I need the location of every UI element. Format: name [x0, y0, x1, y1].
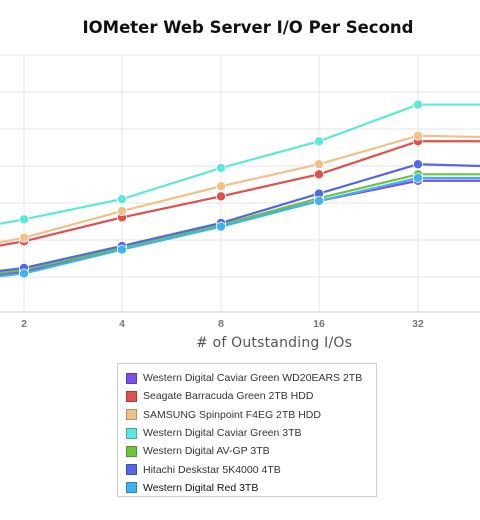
legend-swatch	[126, 482, 137, 494]
data-point[interactable]	[18, 268, 29, 279]
data-point[interactable]	[117, 244, 128, 255]
legend-label: Western Digital Caviar Green 3TB	[143, 427, 302, 440]
legend-swatch	[126, 409, 137, 421]
data-point[interactable]	[215, 181, 226, 192]
legend-label: Seagate Barracuda Green 2TB HDD	[143, 390, 314, 403]
x-tick-labels: 2 4 8 16 32	[21, 318, 424, 330]
legend-item[interactable]: Hitachi Deskstar 5K4000 4TB	[118, 460, 376, 478]
x-tick-label: 16	[313, 318, 325, 330]
series-7	[0, 172, 480, 279]
data-point[interactable]	[117, 206, 128, 217]
legend-label: Western Digital Caviar Green WD20EARS 2T…	[143, 372, 363, 385]
series-3	[0, 130, 480, 244]
legend-label: Western Digital Red 3TB	[143, 481, 259, 494]
data-point[interactable]	[412, 172, 423, 183]
legend-swatch	[126, 427, 137, 439]
legend-label: Western Digital AV-GP 3TB	[143, 445, 270, 458]
x-tick-label: 2	[21, 318, 27, 330]
series-layer	[0, 99, 480, 279]
data-point[interactable]	[215, 191, 226, 202]
legend-label: SAMSUNG Spinpoint F4EG 2TB HDD	[143, 408, 321, 421]
series-5	[0, 169, 480, 275]
legend-item[interactable]: SAMSUNG Spinpoint F4EG 2TB HDD	[118, 406, 376, 424]
legend-swatch	[126, 390, 137, 402]
data-point[interactable]	[215, 162, 226, 173]
x-tick-label: 32	[412, 318, 424, 330]
data-point[interactable]	[313, 159, 324, 170]
legend-swatch	[126, 445, 137, 457]
data-point[interactable]	[412, 159, 423, 170]
series-line	[0, 173, 480, 275]
data-point[interactable]	[18, 214, 29, 225]
x-tick-label: 4	[119, 318, 125, 330]
chart-title: IOMeter Web Server I/O Per Second	[82, 18, 414, 37]
legend: Western Digital Caviar Green WD20EARS 2T…	[117, 363, 377, 497]
data-point[interactable]	[313, 169, 324, 180]
series-line	[0, 176, 480, 278]
series-line	[0, 134, 480, 244]
legend-swatch	[126, 464, 137, 476]
data-point[interactable]	[18, 232, 29, 243]
data-point[interactable]	[412, 130, 423, 141]
x-axis-label: # of Outstanding I/Os	[196, 335, 353, 351]
series-line	[0, 140, 480, 247]
series-4	[0, 99, 480, 225]
legend-label: Hitachi Deskstar 5K4000 4TB	[143, 463, 281, 476]
legend-item[interactable]: Western Digital Red 3TB	[118, 479, 376, 497]
data-point[interactable]	[313, 136, 324, 147]
legend-item[interactable]: Western Digital AV-GP 3TB	[118, 442, 376, 460]
grid-layer	[0, 54, 480, 313]
legend-swatch	[126, 372, 137, 384]
data-point[interactable]	[412, 99, 423, 110]
legend-item[interactable]: Western Digital Caviar Green 3TB	[118, 424, 376, 442]
legend-item[interactable]: Seagate Barracuda Green 2TB HDD	[118, 387, 376, 405]
data-point[interactable]	[313, 195, 324, 206]
series-line	[0, 179, 480, 276]
x-tick-label: 8	[218, 318, 224, 330]
legend-item[interactable]: Western Digital Caviar Green WD20EARS 2T…	[118, 369, 376, 387]
data-point[interactable]	[215, 221, 226, 232]
data-point[interactable]	[117, 194, 128, 205]
